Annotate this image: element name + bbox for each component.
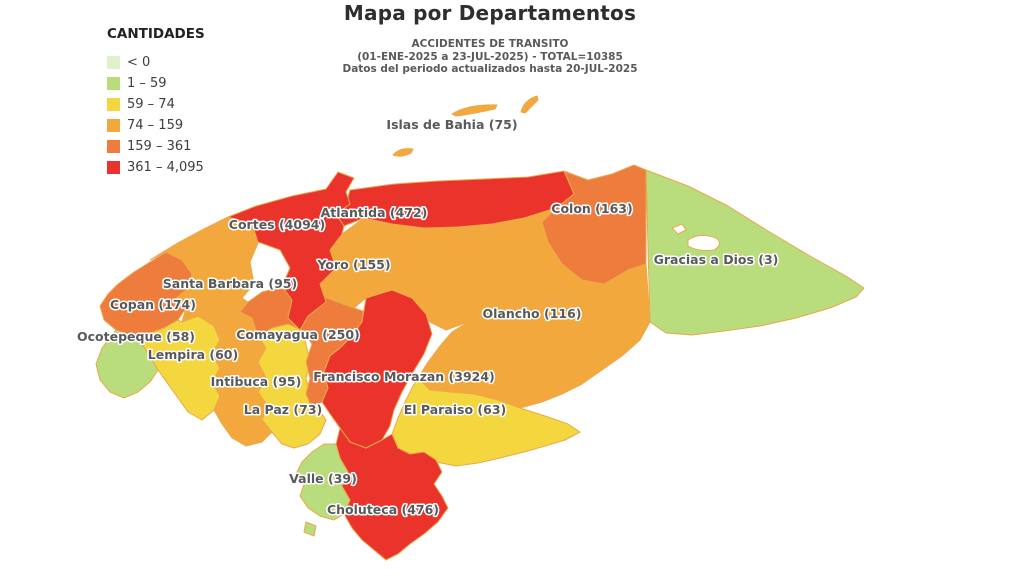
region-el-paraiso[interactable]: [391, 377, 581, 467]
region-choluteca[interactable]: [335, 427, 449, 561]
label-francisco-morazan: Francisco Morazan (3924): [313, 369, 495, 384]
label-choluteca: Choluteca (476): [327, 502, 439, 517]
region-islas-de-bahia-guanaja[interactable]: [520, 95, 539, 114]
label-el-paraiso: El Paraiso (63): [404, 402, 507, 417]
legend-item: 59 – 74: [107, 94, 205, 115]
legend-swatch: [107, 56, 120, 69]
label-valle: Valle (39): [289, 471, 357, 486]
legend-swatch: [107, 119, 120, 132]
label-intibuca: Intibuca (95): [211, 374, 302, 389]
legend-item: 1 – 59: [107, 73, 205, 94]
legend-label: < 0: [127, 55, 151, 70]
label-ocotepeque: Ocotepeque (58): [77, 329, 195, 344]
label-colon: Colon (163): [551, 201, 632, 216]
labels-layer: Islas de Bahia (75) Cortes (4094) Atlant…: [76, 116, 780, 519]
label-islas-de-bahia: Islas de Bahia (75): [386, 117, 517, 132]
label-gracias-a-dios: Gracias a Dios (3): [654, 252, 779, 267]
legend-item: < 0: [107, 52, 205, 73]
legend: CANTIDADES < 0 1 – 59 59 – 74 74 – 159 1…: [107, 26, 205, 178]
legend-item: 74 – 159: [107, 115, 205, 136]
label-comayagua: Comayagua (250): [236, 327, 360, 342]
legend-swatch: [107, 98, 120, 111]
legend-label: 159 – 361: [127, 139, 192, 154]
label-lempira: Lempira (60): [148, 347, 238, 362]
region-valle-islet[interactable]: [303, 521, 317, 537]
label-olancho: Olancho (116): [482, 306, 581, 321]
label-atlantida: Atlantida (472): [321, 205, 428, 220]
label-copan: Copan (174): [110, 297, 196, 312]
lagoon-hole: [723, 253, 747, 265]
label-la-paz: La Paz (73): [244, 402, 322, 417]
region-islas-de-bahia-roatan[interactable]: [451, 104, 498, 117]
legend-title: CANTIDADES: [107, 26, 205, 42]
legend-item: 159 – 361: [107, 136, 205, 157]
region-islas-de-bahia-utila[interactable]: [392, 148, 414, 157]
legend-label: 74 – 159: [127, 118, 184, 133]
regions-layer: [95, 95, 865, 561]
legend-swatch: [107, 161, 120, 174]
legend-label: 361 – 4,095: [127, 160, 204, 175]
region-la-paz[interactable]: [257, 323, 327, 449]
lagoon-hole: [687, 234, 720, 251]
region-gracias-a-dios[interactable]: [645, 169, 865, 336]
label-santa-barbara: Santa Barbara (95): [163, 276, 297, 291]
region-copan[interactable]: [99, 251, 193, 337]
region-colon[interactable]: [541, 164, 647, 285]
legend-swatch: [107, 140, 120, 153]
region-cortes[interactable]: [227, 171, 355, 331]
label-yoro: Yoro (155): [316, 257, 390, 272]
lagoon-hole: [671, 223, 687, 235]
legend-label: 1 – 59: [127, 76, 167, 91]
label-cortes: Cortes (4094): [229, 217, 325, 232]
legend-item: 361 – 4,095: [107, 157, 205, 178]
legend-swatch: [107, 77, 120, 90]
legend-label: 59 – 74: [127, 97, 175, 112]
